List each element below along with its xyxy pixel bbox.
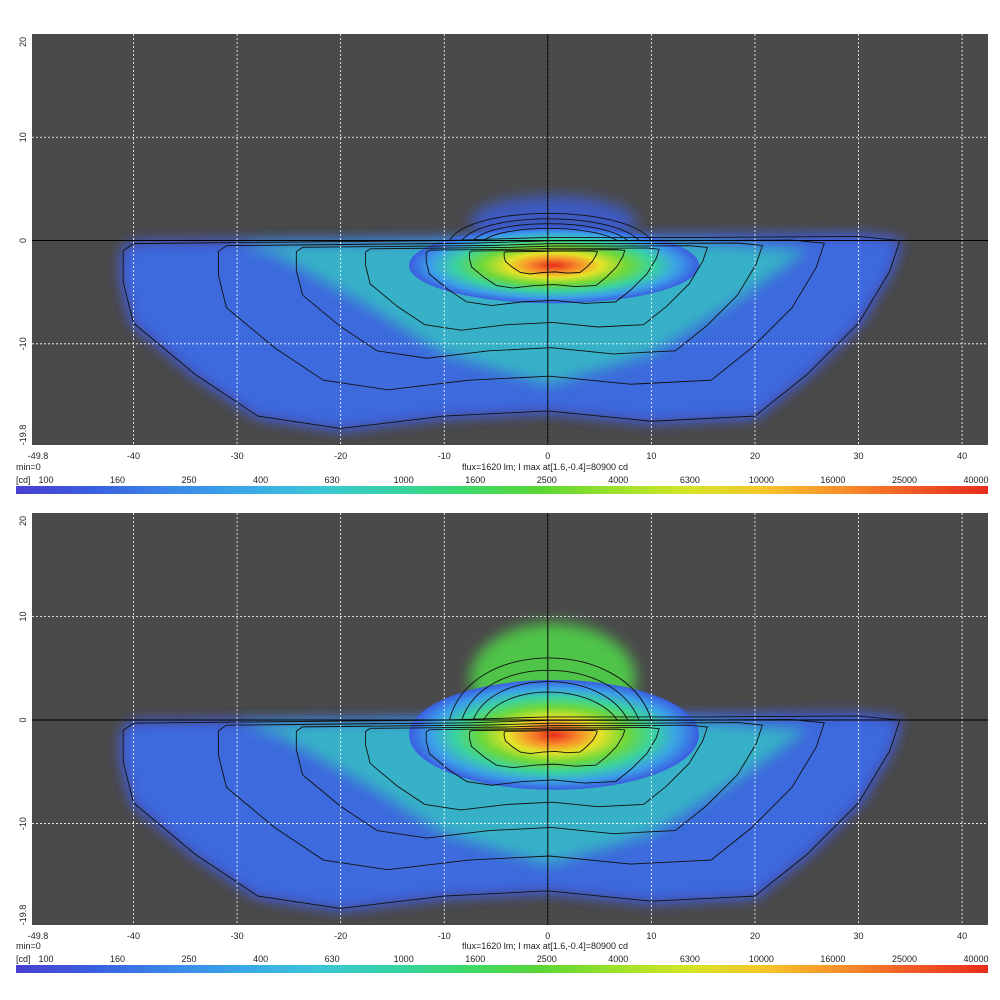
x-tick-label: 30 [854, 931, 864, 941]
lobe-isoline [461, 218, 640, 241]
x-tick-label: -49.8 [28, 931, 49, 941]
legend-tick-label: 1600 [465, 954, 486, 964]
x-tick-label: 10 [646, 931, 656, 941]
y-tick-label: -19.8 [18, 425, 28, 446]
legend-ticks: 100 160 250 400 630 1000 1600 2500 4000 6300 10000… [0, 954, 1000, 966]
legend-ticks: 100 160 250 400 630 1000 1600 2500 4000 6300 10000… [0, 475, 1000, 487]
legend-tick-label: 10000 [748, 954, 774, 964]
isocandela-plot-top: -49.8 -40 -30 -20 -10 0 10 20 30 40 20 10 0 -10 -19.8 … [0, 0, 1000, 495]
x-tick-label: 40 [957, 931, 967, 941]
isolines [122, 657, 901, 909]
legend-tick-label: 6300 [679, 954, 700, 964]
lobe-isoline [449, 212, 652, 241]
legend-tick-label: 4000 [608, 954, 629, 964]
legend-unit: [cd] [16, 954, 31, 964]
isoline [295, 242, 764, 359]
isoline [503, 250, 598, 275]
x-tick-label: 0 [545, 451, 550, 461]
isoline [122, 235, 901, 429]
isocandela-plot-bottom: -49.8 -40 -30 -20 -10 0 10 20 30 40 20 10 0 -10 -19.8 … [0, 505, 1000, 1000]
legend-tick-label: 6300 [679, 475, 700, 485]
x-tick-label: -49.8 [28, 451, 49, 461]
x-tick-label: 30 [854, 451, 864, 461]
legend-tick-label: 25000 [891, 475, 917, 485]
x-tick-label: 20 [750, 451, 760, 461]
legend-tick-label: 2500 [536, 475, 557, 485]
lobe-isoline [472, 681, 629, 721]
legend-tick-label: 1600 [465, 475, 486, 485]
y-tick-label: 10 [18, 132, 28, 142]
x-tick-label: 20 [750, 931, 760, 941]
legend-tick-label: 16000 [820, 954, 846, 964]
legend-tick-label: 630 [324, 954, 340, 964]
lobe-isoline [472, 223, 629, 241]
isoline [469, 728, 626, 769]
isoline [365, 724, 708, 811]
x-tick-label: -30 [231, 451, 244, 461]
legend-tick-label: 400 [253, 954, 269, 964]
flux-label: flux=1620 lm; I max at[1.6,-0.4]=80900 c… [461, 462, 629, 472]
legend-tick-label: 160 [110, 475, 126, 485]
x-tick-label: -20 [334, 931, 347, 941]
y-tick-label: 0 [18, 238, 28, 243]
legend-tick-label: 100 [38, 475, 54, 485]
isoline [503, 730, 598, 755]
lobe-isoline [448, 657, 652, 721]
legend-tick-label: 100 [38, 954, 54, 964]
isoline [469, 249, 626, 289]
isoline [425, 727, 660, 786]
y-tick-label: 20 [18, 37, 28, 47]
isoline [122, 715, 901, 909]
min-label: min=0 [16, 462, 41, 472]
x-tick-label: -20 [334, 451, 347, 461]
heatmap-svg-top: -49.8 -40 -30 -20 -10 0 10 20 30 40 20 10 0 -10 -19.8 [18, 34, 988, 461]
legend-tick-label: 400 [253, 475, 269, 485]
legend-tick-label: 250 [181, 954, 197, 964]
x-tick-label: -40 [127, 931, 140, 941]
legend-tick-label: 16000 [820, 475, 846, 485]
colorbar [16, 965, 988, 973]
isoline [365, 245, 708, 331]
isoline [425, 247, 660, 307]
intensity-field [122, 195, 901, 429]
x-tick-label: -30 [231, 931, 244, 941]
y-tick-label: 20 [18, 516, 28, 526]
legend-tick-label: 160 [110, 954, 126, 964]
legend-tick-label: 4000 [608, 475, 629, 485]
legend-tick-label: 10000 [748, 475, 774, 485]
hotspot [409, 679, 700, 790]
y-tick-label: 10 [18, 612, 28, 622]
legend-tick-label: 40000 [963, 954, 989, 964]
legend-tick-label: 40000 [963, 475, 989, 485]
flux-label: flux=1620 lm; I max at[1.6,-0.4]=80900 c… [461, 941, 629, 951]
x-tick-label: 40 [957, 451, 967, 461]
x-tick-label: 10 [646, 451, 656, 461]
min-label: min=0 [16, 941, 41, 951]
x-tick-label: -10 [438, 931, 451, 941]
legend-tick-label: 630 [324, 475, 340, 485]
heatmap-svg-bottom: -49.8 -40 -30 -20 -10 0 10 20 30 40 20 10 0 -10 -19.8 [18, 513, 988, 941]
y-tick-label: -10 [18, 817, 28, 830]
intensity-field [122, 622, 901, 909]
legend-unit: [cd] [16, 475, 31, 485]
x-tick-label: -40 [127, 451, 140, 461]
legend-tick-label: 1000 [393, 475, 414, 485]
legend-tick-label: 250 [181, 475, 197, 485]
x-tick-label: -10 [438, 451, 451, 461]
colorbar [16, 486, 988, 494]
y-tick-label: -19.8 [18, 905, 28, 926]
legend-tick-label: 2500 [536, 954, 557, 964]
lobe-isoline [461, 670, 640, 721]
x-tick-label: 0 [545, 931, 550, 941]
lobe-isoline [483, 227, 618, 241]
legend-tick-label: 25000 [891, 954, 917, 964]
lobe-isoline [483, 691, 618, 721]
y-tick-label: 0 [18, 718, 28, 723]
hotspot [409, 227, 700, 304]
isoline [295, 722, 764, 839]
y-tick-label: -10 [18, 337, 28, 350]
legend-tick-label: 1000 [393, 954, 414, 964]
